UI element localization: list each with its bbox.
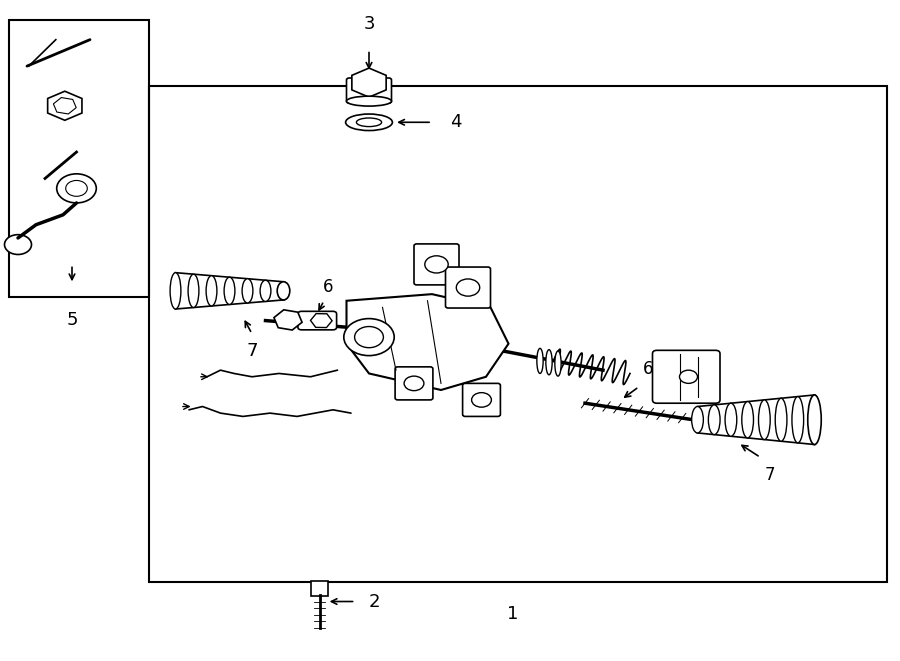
Ellipse shape <box>759 400 770 440</box>
Ellipse shape <box>188 274 199 307</box>
Bar <box>148 86 886 582</box>
FancyBboxPatch shape <box>346 78 392 103</box>
Ellipse shape <box>808 395 821 444</box>
Circle shape <box>456 279 480 296</box>
Ellipse shape <box>206 276 217 306</box>
Circle shape <box>4 235 32 254</box>
Circle shape <box>57 174 96 203</box>
FancyBboxPatch shape <box>311 581 328 596</box>
Circle shape <box>344 319 394 356</box>
FancyBboxPatch shape <box>446 267 491 308</box>
Ellipse shape <box>545 350 553 375</box>
FancyBboxPatch shape <box>298 311 337 330</box>
FancyBboxPatch shape <box>395 367 433 400</box>
Text: 5: 5 <box>67 311 77 329</box>
Text: 3: 3 <box>364 15 374 33</box>
Bar <box>9 20 148 297</box>
Ellipse shape <box>346 97 392 106</box>
Ellipse shape <box>691 407 703 433</box>
Text: 6: 6 <box>643 360 653 378</box>
Ellipse shape <box>554 351 562 376</box>
Ellipse shape <box>742 401 753 438</box>
Text: 4: 4 <box>450 113 462 132</box>
Circle shape <box>425 256 448 273</box>
Text: 2: 2 <box>369 592 381 611</box>
Ellipse shape <box>725 403 737 436</box>
Ellipse shape <box>775 398 787 442</box>
FancyBboxPatch shape <box>652 350 720 403</box>
Ellipse shape <box>346 114 392 131</box>
Text: 1: 1 <box>508 605 518 623</box>
Ellipse shape <box>808 395 820 444</box>
Ellipse shape <box>708 405 720 435</box>
Ellipse shape <box>277 282 290 300</box>
Text: 6: 6 <box>323 278 334 296</box>
Circle shape <box>680 370 698 383</box>
Ellipse shape <box>224 277 235 305</box>
Ellipse shape <box>260 280 271 301</box>
Ellipse shape <box>536 348 543 373</box>
Circle shape <box>66 180 87 196</box>
Text: 7: 7 <box>247 342 257 360</box>
FancyBboxPatch shape <box>463 383 500 416</box>
Ellipse shape <box>242 279 253 303</box>
Polygon shape <box>346 294 508 390</box>
Text: 7: 7 <box>764 466 775 484</box>
FancyBboxPatch shape <box>414 244 459 285</box>
Circle shape <box>404 376 424 391</box>
Ellipse shape <box>170 272 181 309</box>
Ellipse shape <box>356 118 382 127</box>
Ellipse shape <box>278 282 289 300</box>
Circle shape <box>355 327 383 348</box>
Ellipse shape <box>792 397 804 443</box>
Circle shape <box>472 393 491 407</box>
